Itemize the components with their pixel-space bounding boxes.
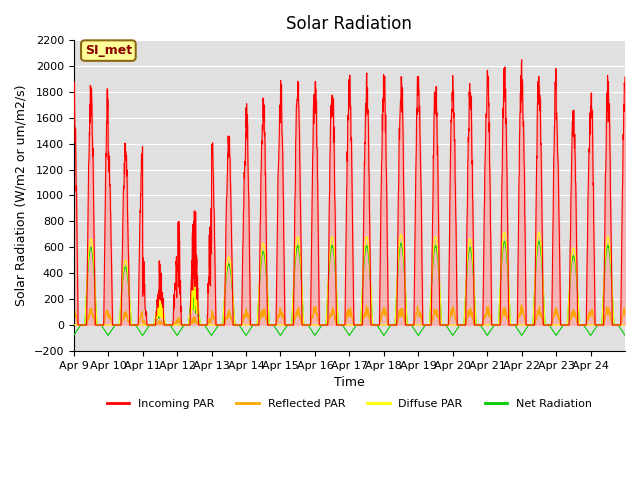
Legend: Incoming PAR, Reflected PAR, Diffuse PAR, Net Radiation: Incoming PAR, Reflected PAR, Diffuse PAR… (102, 395, 596, 414)
X-axis label: Time: Time (334, 376, 365, 389)
Text: SI_met: SI_met (85, 44, 132, 57)
Y-axis label: Solar Radiation (W/m2 or um/m2/s): Solar Radiation (W/m2 or um/m2/s) (15, 85, 28, 306)
Title: Solar Radiation: Solar Radiation (287, 15, 412, 33)
